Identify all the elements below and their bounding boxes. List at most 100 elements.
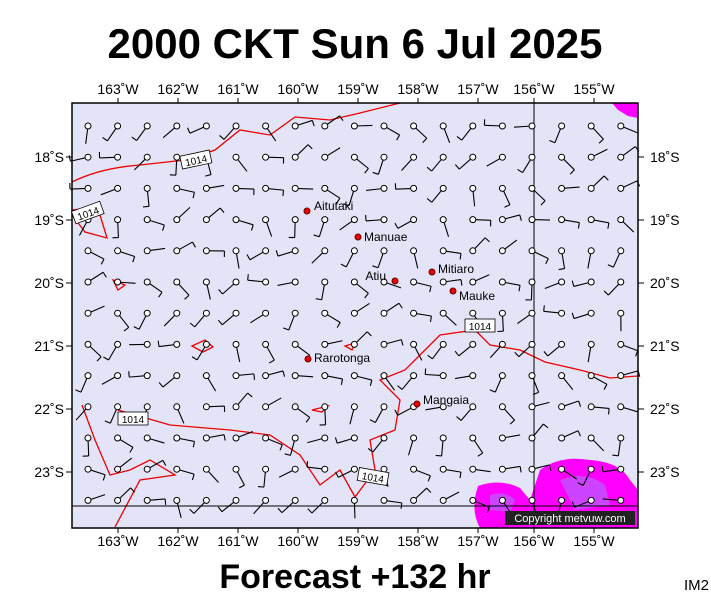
barb-flag [192,241,196,248]
barb-flag [607,222,610,229]
barb-flag [340,263,347,268]
barb-station [617,153,625,161]
barb-station [469,340,477,348]
barb-station [262,340,270,348]
barb-station [291,247,299,255]
barb-station [498,403,506,411]
barb-station [380,153,388,161]
barb-flag [313,234,320,238]
barb-flag [336,197,341,204]
barb-station [558,465,566,473]
barb-station [410,153,418,161]
lon-label: 160˚W [277,81,319,97]
lon-label: 163˚W [97,81,139,97]
barb-station [617,372,625,380]
barb-flag [577,222,580,229]
isobar-value: 1014 [122,415,145,426]
barb-station [321,309,329,317]
barb-station [410,434,418,442]
place-dot [304,355,312,363]
barb-station [469,184,477,192]
barb-station [173,122,181,130]
barb-flag [133,326,140,330]
barb-flag [519,214,522,221]
barb-station [321,122,329,130]
barb-station [291,340,299,348]
places: Aitutaki Manuae Atiu Mitiaro Mauke Rarotonga M… [303,199,495,408]
barb-station [321,403,329,411]
barb-station [380,496,388,504]
barb-station [262,247,270,255]
barb-flag [549,139,556,144]
barb-station [410,247,418,255]
barb-flag [571,501,576,508]
barb-station [558,122,566,130]
barb-station [84,122,92,130]
barb-station [143,340,151,348]
barb-station [410,309,418,317]
barb-flag [435,454,442,457]
barb-flag [315,298,322,301]
lat-label: 20˚S [650,275,680,291]
barb-flag [75,389,82,393]
barb-station [202,184,210,192]
barb-flag [394,222,399,229]
barb-flag [519,466,522,473]
barb-flag [540,200,546,206]
barb-station [528,278,536,286]
lon-label: 160˚W [277,533,319,549]
barb-station [439,465,447,473]
barb-flag [456,136,463,141]
barb-station [291,216,299,224]
barb-station [321,278,329,286]
barb-flag [532,391,539,396]
barb-station [410,496,418,504]
barb-flag [158,291,163,298]
barb-station [173,372,181,380]
barb-flag [223,434,226,441]
barb-station [410,372,418,380]
barb-flag [400,502,403,509]
lat-label: 23˚S [650,464,680,480]
barb-station [114,184,122,192]
barb-station [262,216,270,224]
barb-station [439,122,447,130]
barb-station [587,309,595,317]
barb-flag [603,175,609,181]
barb-station [291,372,299,380]
lon-label: 162˚W [157,533,199,549]
barb-station [410,122,418,130]
barb-flag [250,224,254,231]
barb-station [587,153,595,161]
barb-flag [459,253,462,260]
lon-label: 159˚W [337,81,379,97]
barb-flag [219,207,225,213]
barb-station [114,434,122,442]
lon-label: 163˚W [97,533,139,549]
barb-station [587,122,595,130]
barb-flag [427,475,431,482]
barb-station [232,496,240,504]
lon-label: 155˚W [573,81,615,97]
place-dot [449,287,457,295]
isobar-value: 1014 [469,322,492,333]
isobar-label-box [356,467,390,486]
barb-station [202,278,210,286]
barb-station [321,465,329,473]
barb-station [528,153,536,161]
barb-flag [191,473,195,481]
lon-label: 157˚W [457,533,499,549]
barb-station [439,403,447,411]
barb-station [380,247,388,255]
place-name: Atiu [365,269,386,283]
barb-station [528,434,536,442]
barb-station [173,216,181,224]
barb-station [84,434,92,442]
barb-station [262,278,270,286]
barb-flag [427,354,433,360]
barb-station [350,496,358,504]
barb-flag [189,322,196,328]
barb-flag [426,166,433,172]
isobar-label-box [464,318,496,333]
barb-flag [514,351,520,358]
